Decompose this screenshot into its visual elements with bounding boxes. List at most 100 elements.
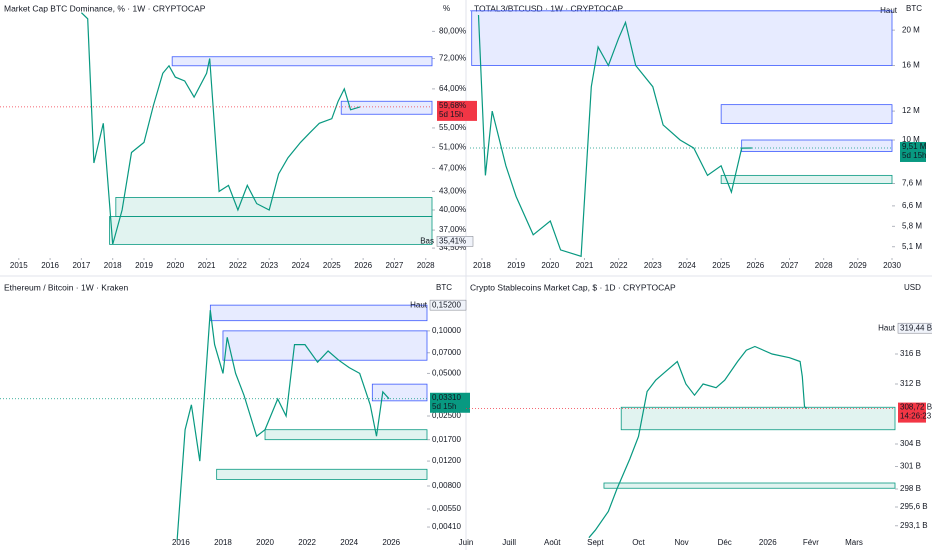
- y-tick-label: 51,00%: [439, 142, 466, 151]
- y-tick-label: 293,1 B: [900, 521, 928, 530]
- zone: [340, 100, 433, 115]
- extreme-text: Haut: [878, 323, 896, 332]
- x-tick-label: 2016: [41, 261, 59, 270]
- y-tick-label: 5,8 M: [902, 221, 922, 230]
- x-tick-label: 2020: [256, 538, 274, 547]
- zone: [720, 174, 893, 184]
- extreme-label: 35,41%: [439, 237, 466, 246]
- price-line: [80, 12, 361, 245]
- zone: [264, 429, 428, 441]
- extreme-tag: [429, 299, 467, 311]
- y-tick-label: 43,00%: [439, 186, 466, 195]
- countdown: 14:26:23: [900, 412, 932, 421]
- extreme-text: Haut: [410, 300, 428, 309]
- zone: [209, 304, 428, 322]
- x-tick-label: 2026: [759, 538, 777, 547]
- extreme-label: 319,44 B: [900, 323, 932, 332]
- x-tick-label: 2024: [678, 261, 696, 270]
- zone: [741, 139, 893, 152]
- x-tick-label: 2025: [323, 261, 341, 270]
- x-tick-label: 2023: [644, 261, 662, 270]
- x-tick-label: Juin: [459, 538, 474, 547]
- y-tick-label: 55,00%: [439, 123, 466, 132]
- countdown: 5d 15h: [439, 110, 463, 119]
- y-tick-label: 0,05000: [432, 369, 461, 378]
- x-tick-label: 2022: [298, 538, 316, 547]
- zone: [471, 10, 893, 66]
- extreme-tag: [897, 322, 932, 334]
- zone: [115, 197, 433, 217]
- x-tick-label: 2028: [417, 261, 435, 270]
- x-tick-label: 2021: [198, 261, 216, 270]
- zone: [216, 468, 428, 480]
- price-tag-label: 0,03310: [432, 393, 461, 402]
- x-tick-label: Juill: [502, 538, 516, 547]
- price-tag: [437, 100, 477, 121]
- y-tick-label: 295,6 B: [900, 502, 928, 511]
- price-tag-label: 9,51 M: [902, 142, 927, 151]
- y-tick-label: 10 M: [902, 135, 920, 144]
- axis-unit: USD: [904, 283, 921, 292]
- y-tick-label: 0,00550: [432, 504, 461, 513]
- zone: [222, 330, 428, 361]
- zone: [171, 56, 433, 67]
- x-tick-label: 2018: [214, 538, 232, 547]
- y-tick-label: 40,00%: [439, 205, 466, 214]
- price-tag: [898, 402, 926, 423]
- x-tick-label: 2019: [135, 261, 153, 270]
- y-tick-label: 0,01200: [432, 456, 461, 465]
- y-tick-label: 20 M: [902, 25, 920, 34]
- y-tick-label: 0,01700: [432, 435, 461, 444]
- x-tick-label: 2016: [172, 538, 190, 547]
- countdown: 5d 15h: [902, 151, 926, 160]
- y-tick-label: 0,02500: [432, 411, 461, 420]
- y-tick-label: 0,00410: [432, 522, 461, 531]
- x-tick-label: 2017: [72, 261, 90, 270]
- y-tick-label: 72,00%: [439, 54, 466, 63]
- price-line: [176, 310, 390, 540]
- y-tick-label: 5,1 M: [902, 242, 922, 251]
- x-tick-label: Sept: [587, 538, 604, 547]
- y-tick-label: 34,50%: [439, 243, 466, 252]
- y-tick-label: 80,00%: [439, 26, 466, 35]
- x-tick-label: 2028: [815, 261, 833, 270]
- axis-unit: BTC: [436, 283, 452, 292]
- extreme-tag: [436, 236, 474, 247]
- countdown: 5d 15h: [432, 402, 456, 411]
- price-line: [588, 345, 808, 539]
- y-tick-label: 298 B: [900, 484, 921, 493]
- x-tick-label: 2025: [712, 261, 730, 270]
- x-tick-label: 2020: [541, 261, 559, 270]
- chart-title: Crypto Stablecoins Market Cap, $ · 1D · …: [470, 282, 676, 292]
- price-tag-label: 59,68%: [439, 101, 466, 110]
- y-tick-label: 312 B: [900, 379, 921, 388]
- axis-unit: BTC: [906, 4, 922, 13]
- chart-title: Ethereum / Bitcoin · 1W · Kraken: [4, 282, 129, 292]
- y-tick-label: 64,00%: [439, 84, 466, 93]
- x-tick-label: 2029: [849, 261, 867, 270]
- price-tag: [430, 392, 470, 413]
- y-tick-label: 316 B: [900, 349, 921, 358]
- x-tick-label: 2020: [166, 261, 184, 270]
- x-tick-label: 2022: [610, 261, 628, 270]
- x-tick-label: 2026: [382, 538, 400, 547]
- x-tick-label: 2018: [104, 261, 122, 270]
- y-tick-label: 37,00%: [439, 225, 466, 234]
- axis-unit: %: [443, 4, 450, 13]
- x-tick-label: 2027: [781, 261, 799, 270]
- x-tick-label: 2019: [507, 261, 525, 270]
- x-tick-label: Déc: [718, 538, 732, 547]
- zone: [109, 216, 433, 245]
- x-tick-label: Août: [544, 538, 561, 547]
- y-tick-label: 0,10000: [432, 326, 461, 335]
- x-tick-label: 2024: [292, 261, 310, 270]
- chart-title: TOTAL3/BTCUSD · 1W · CRYPTOCAP: [474, 3, 623, 13]
- y-tick-label: 304 B: [900, 439, 921, 448]
- x-tick-label: 2026: [746, 261, 764, 270]
- x-tick-label: Mars: [845, 538, 863, 547]
- x-tick-label: 2021: [576, 261, 594, 270]
- y-tick-label: 0,00800: [432, 481, 461, 490]
- price-tag: [900, 141, 926, 162]
- x-tick-label: 2024: [340, 538, 358, 547]
